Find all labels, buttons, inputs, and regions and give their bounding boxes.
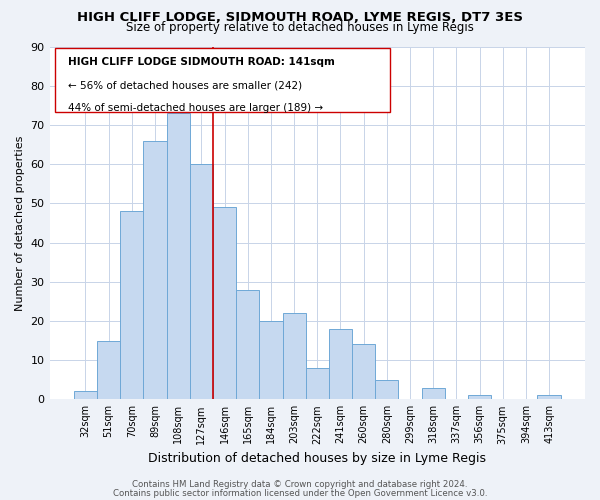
Text: Contains public sector information licensed under the Open Government Licence v3: Contains public sector information licen… (113, 489, 487, 498)
Y-axis label: Number of detached properties: Number of detached properties (15, 135, 25, 310)
Bar (538, 396, 560, 400)
Bar (213, 207, 236, 400)
Bar (74, 392, 97, 400)
Bar (305, 368, 329, 400)
Bar (375, 380, 398, 400)
Text: Size of property relative to detached houses in Lyme Regis: Size of property relative to detached ho… (126, 22, 474, 35)
Text: HIGH CLIFF LODGE, SIDMOUTH ROAD, LYME REGIS, DT7 3ES: HIGH CLIFF LODGE, SIDMOUTH ROAD, LYME RE… (77, 11, 523, 24)
Text: 44% of semi-detached houses are larger (189) →: 44% of semi-detached houses are larger (… (68, 103, 323, 113)
Bar (422, 388, 445, 400)
Bar (468, 396, 491, 400)
Bar (190, 164, 213, 400)
Bar (236, 290, 259, 400)
FancyBboxPatch shape (55, 48, 389, 112)
Bar (143, 140, 167, 400)
Bar (329, 328, 352, 400)
Bar (120, 211, 143, 400)
X-axis label: Distribution of detached houses by size in Lyme Regis: Distribution of detached houses by size … (148, 452, 486, 465)
Bar (352, 344, 375, 400)
Text: ← 56% of detached houses are smaller (242): ← 56% of detached houses are smaller (24… (68, 80, 302, 90)
Bar (283, 313, 305, 400)
Bar (167, 113, 190, 400)
Bar (259, 321, 283, 400)
Text: Contains HM Land Registry data © Crown copyright and database right 2024.: Contains HM Land Registry data © Crown c… (132, 480, 468, 489)
Text: HIGH CLIFF LODGE SIDMOUTH ROAD: 141sqm: HIGH CLIFF LODGE SIDMOUTH ROAD: 141sqm (68, 57, 335, 67)
Bar (97, 340, 120, 400)
